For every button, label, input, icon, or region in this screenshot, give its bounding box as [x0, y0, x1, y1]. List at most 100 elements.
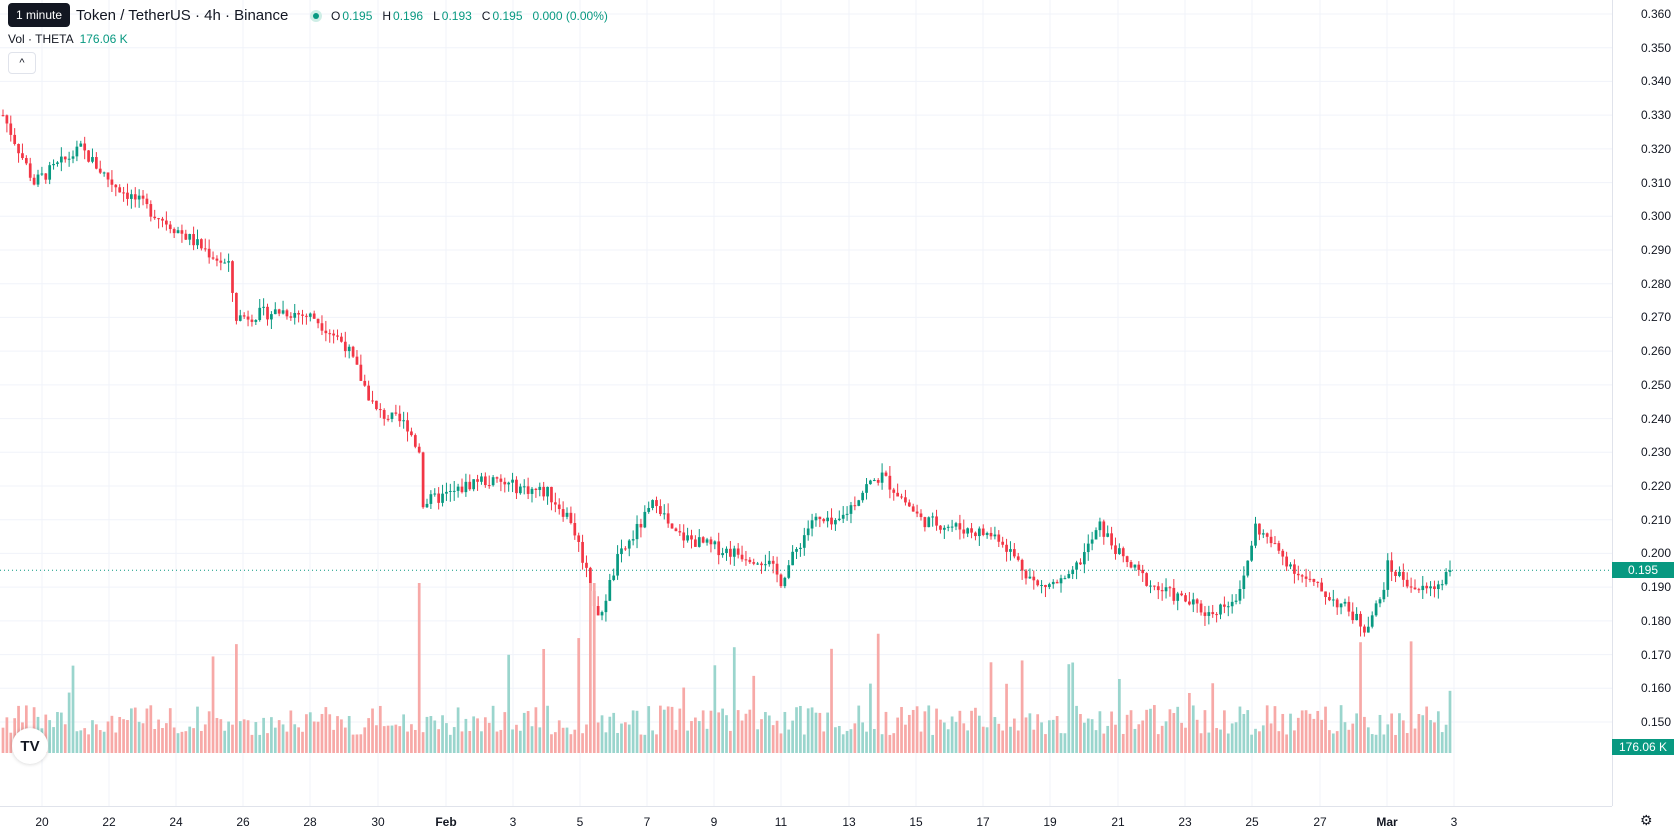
candle: [1020, 558, 1024, 580]
candle: [1168, 585, 1172, 597]
volume-bar: [371, 708, 374, 753]
volume-bar: [1184, 727, 1187, 753]
candle: [931, 512, 935, 527]
candle: [180, 224, 184, 243]
candle: [36, 169, 40, 187]
candle: [258, 298, 262, 322]
candle: [312, 310, 316, 319]
time-tick: Feb: [435, 815, 457, 829]
volume-legend[interactable]: Vol · THETA 176.06 K: [8, 32, 128, 46]
market-status-icon[interactable]: [310, 10, 322, 22]
candle: [1141, 564, 1145, 582]
candle: [814, 513, 818, 527]
candle: [83, 136, 87, 160]
candle: [748, 557, 752, 564]
candle: [141, 190, 145, 206]
candle: [1425, 582, 1429, 594]
volume-bar: [1141, 720, 1145, 753]
candle: [24, 155, 28, 166]
volume-bar: [378, 705, 382, 753]
price-tick: 0.340: [1640, 74, 1671, 89]
volume-bar: [118, 716, 122, 753]
time-tick: 7: [643, 815, 651, 829]
chevron-up-icon: ^: [19, 57, 25, 69]
candle: [1055, 579, 1059, 584]
candle: [810, 513, 814, 537]
candle: [277, 308, 281, 317]
candle: [522, 479, 526, 495]
candle: [1440, 579, 1444, 591]
candle: [1261, 529, 1265, 539]
volume-bar: [1289, 713, 1292, 753]
candle: [448, 483, 452, 502]
candle: [1401, 563, 1405, 587]
volume-bar: [1164, 721, 1168, 753]
volume-bar: [1079, 714, 1082, 753]
volume-bar: [736, 710, 740, 753]
volume-bar: [907, 714, 911, 753]
symbol-title[interactable]: Token / TetherUS · 4h · Binance: [76, 7, 289, 24]
volume-bar: [1312, 718, 1316, 753]
candle: [612, 568, 616, 582]
candle: [1102, 519, 1106, 545]
candle: [647, 501, 651, 514]
volume-bar: [596, 722, 600, 753]
volume-bar: [826, 712, 829, 753]
volume-bar: [200, 730, 203, 753]
volume-bar: [207, 711, 211, 753]
time-axis[interactable]: 20 22 24 26 28 30 Feb 3 5 7 9 11 13 15 17 19 21 23 25 27 Mar…: [0, 806, 1612, 836]
candle: [102, 171, 106, 177]
volume-bar: [491, 705, 495, 753]
candle: [526, 477, 530, 500]
volume-bar: [235, 644, 238, 753]
volume-bar: [316, 721, 320, 753]
volume-bar: [1133, 728, 1137, 753]
interval-tooltip: 1 minute: [8, 3, 71, 27]
volume-bar: [1110, 711, 1113, 753]
price-plot[interactable]: [0, 0, 1612, 806]
gear-icon[interactable]: ⚙: [1640, 812, 1653, 828]
candle: [585, 555, 588, 578]
tradingview-logo-icon[interactable]: TV: [12, 728, 48, 764]
volume-bar: [1102, 733, 1106, 753]
volume-bar: [445, 723, 448, 753]
chart-area[interactable]: [0, 0, 1612, 806]
volume-bar: [760, 719, 763, 753]
volume-bar: [939, 719, 942, 753]
volume-bar: [588, 583, 592, 753]
volume-bar: [783, 711, 787, 753]
volume-bar: [149, 705, 153, 753]
volume-bar: [1188, 692, 1191, 753]
volume-bar: [456, 707, 460, 753]
candle: [452, 481, 456, 501]
volume-bar: [627, 724, 631, 753]
candle: [1308, 571, 1312, 583]
candle: [413, 433, 417, 449]
price-axis[interactable]: 0.360 0.350 0.340 0.330 0.320 0.310 0.300 0.290…: [1612, 0, 1678, 806]
volume-bar: [997, 723, 1001, 753]
volume-bar: [958, 710, 962, 753]
candle: [1059, 574, 1063, 593]
candle: [445, 482, 448, 501]
candle: [993, 526, 997, 540]
candle: [581, 534, 584, 570]
volume-bar: [203, 724, 207, 753]
ohlc-low-key: L: [433, 9, 440, 23]
candle: [1125, 555, 1129, 568]
candle: [795, 547, 798, 559]
candle: [285, 308, 289, 320]
volume-bar: [830, 648, 833, 753]
volume-bar: [1343, 722, 1347, 753]
volume-bar: [515, 724, 518, 753]
candle: [161, 216, 164, 228]
candle: [904, 489, 907, 506]
collapse-legend-button[interactable]: ^: [8, 52, 36, 74]
candle: [1016, 552, 1020, 562]
candle: [227, 253, 230, 272]
candle: [1230, 594, 1234, 614]
volume-bar: [1296, 717, 1300, 753]
volume-bar: [1398, 713, 1401, 753]
candle: [1390, 552, 1394, 582]
candle: [1051, 579, 1055, 589]
volume-bar: [1098, 711, 1102, 753]
